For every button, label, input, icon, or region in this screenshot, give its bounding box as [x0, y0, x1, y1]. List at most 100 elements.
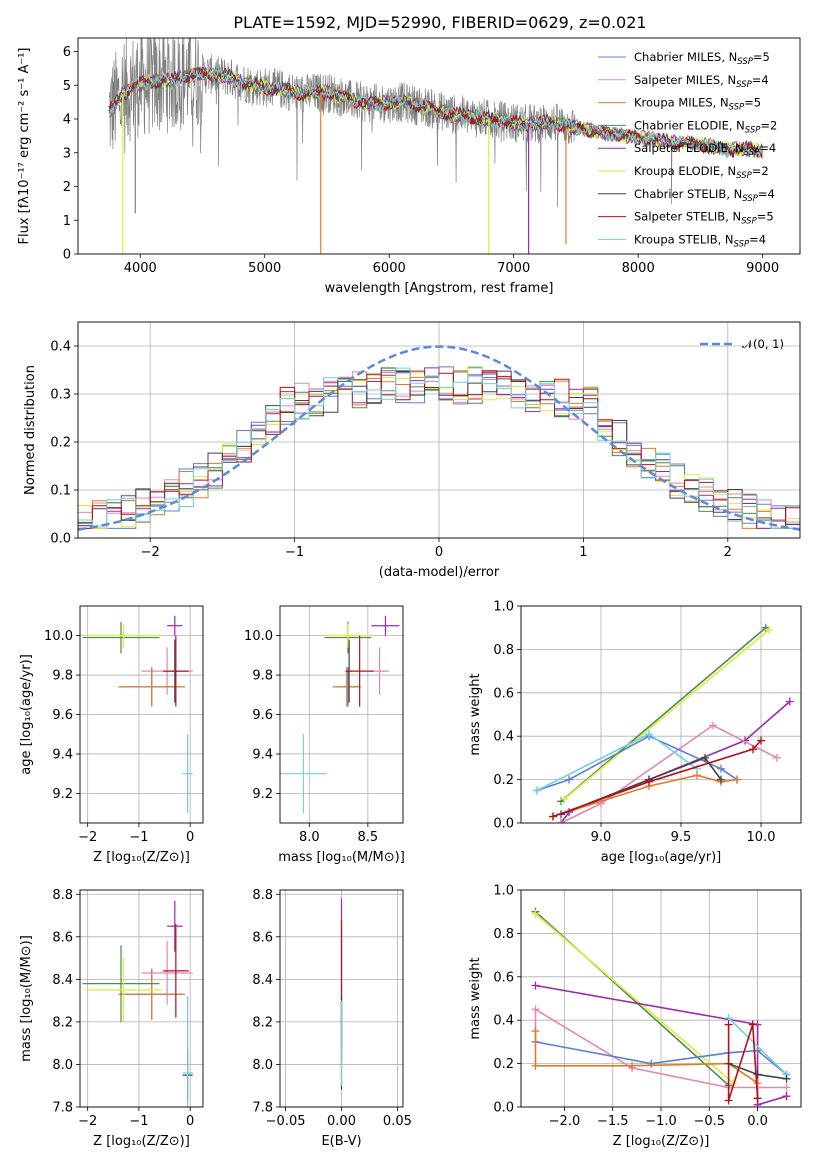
axes-frame — [520, 605, 802, 824]
y-tick-label: 8.0 — [52, 1058, 73, 1073]
y-tick-label: 9.8 — [52, 669, 73, 684]
y-tick-label: 10.0 — [44, 629, 73, 644]
panel-weight_vs_Z: −2.0 −1.5 −1.0 −0.5 0.0 0.0 0.2 0.4 0.6 0.8 1.0 Z [… — [468, 884, 802, 1149]
series-marker — [785, 697, 794, 706]
y-tick-label: 9.8 — [252, 669, 273, 684]
plot-area — [280, 615, 400, 814]
series-marker — [645, 730, 653, 739]
legend-entry-label: Chabrier MILES, N — [634, 50, 737, 64]
y-tick-label: 9.4 — [252, 747, 273, 762]
legend-entry: Chabrier MILES, NSSP=5 — [634, 50, 770, 67]
series-marker — [765, 625, 773, 634]
y-tick-label: 1.0 — [493, 600, 514, 615]
series-marker — [753, 1094, 762, 1103]
x-tick-label: −1.5 — [597, 1114, 629, 1129]
y-tick-label: 0.4 — [50, 340, 71, 355]
series-marker — [557, 819, 565, 823]
axes-frame — [79, 889, 204, 1108]
x-tick-label: 9000 — [746, 261, 779, 276]
series-marker — [647, 1059, 656, 1068]
series-line — [560, 700, 791, 823]
series-marker — [749, 745, 757, 754]
data-point — [324, 623, 372, 648]
data-point — [332, 667, 361, 707]
y-tick-label: 0.4 — [493, 1014, 514, 1029]
series-marker — [757, 736, 765, 745]
y-tick-label: 0.1 — [50, 484, 71, 499]
series-line — [728, 1017, 788, 1076]
plot-area — [108, 38, 764, 254]
y-axis-label: mass weight — [468, 673, 483, 755]
y-tick-label: 0.0 — [50, 532, 71, 547]
legend-entry-label: Salpeter ELODIE, N — [634, 141, 744, 155]
y-axis-label: age [log₁₀(age/yr)] — [19, 654, 34, 775]
x-axis-label: (data-model)/error — [379, 565, 500, 580]
histogram-step — [78, 366, 800, 529]
series-marker — [717, 764, 725, 773]
legend-entry-sub: SSP — [742, 194, 758, 204]
data-point — [163, 635, 189, 707]
y-tick-label: 0.8 — [493, 643, 514, 658]
gridlines — [280, 606, 403, 823]
y-tick-label: 8.8 — [52, 888, 73, 903]
legend-entry: Salpeter ELODIE, NSSP=4 — [634, 141, 776, 158]
y-tick-label: 8.4 — [52, 973, 73, 988]
series-marker — [628, 1061, 637, 1070]
legend-entry-sub: SSP — [736, 171, 752, 181]
legend-entry-value: =4 — [752, 73, 769, 87]
legend-entry: Salpeter STELIB, NSSP=5 — [634, 210, 774, 227]
x-tick-label: 2 — [724, 545, 732, 560]
series-marker — [531, 909, 540, 918]
legend-entry-value: =5 — [744, 96, 761, 110]
y-tick-label: 0.8 — [493, 927, 514, 942]
y-tick-label: 9.6 — [252, 708, 273, 723]
gridlines — [80, 890, 203, 1108]
x-tick-label: −0.05 — [266, 1114, 306, 1129]
y-tick-label: 8.0 — [252, 1058, 273, 1073]
axes-frame — [279, 889, 404, 1108]
x-tick-label: 0.05 — [383, 1114, 412, 1129]
legend-entry-value: =5 — [753, 50, 770, 64]
y-tick-label: 8.6 — [52, 930, 73, 945]
y-tick-label: 3 — [63, 146, 71, 161]
series-line — [727, 1024, 759, 1101]
legend-entry-sub: SSP — [741, 217, 757, 227]
legend-entry-sub: SSP — [745, 125, 761, 135]
x-tick-label: −1 — [129, 830, 148, 845]
y-tick-label: 0.2 — [493, 1057, 514, 1072]
y-tick-label: 5 — [63, 79, 71, 94]
y-tick-label: 9.2 — [252, 787, 273, 802]
x-tick-label: 9.0 — [591, 830, 612, 845]
legend-entry-label: Kroupa MILES, N — [634, 96, 729, 110]
series-marker — [782, 1074, 791, 1083]
series — [531, 981, 791, 1107]
x-tick-label: −2.0 — [549, 1114, 581, 1129]
series-marker — [531, 1027, 540, 1036]
series — [724, 1020, 762, 1105]
y-tick-label: 8.2 — [252, 1015, 273, 1030]
legend-entry-value: =2 — [760, 118, 777, 132]
x-tick-label: 1 — [579, 545, 587, 560]
legend-entry: Kroupa MILES, NSSP=5 — [634, 96, 761, 113]
x-tick-label: −2 — [78, 830, 97, 845]
series-marker — [782, 1092, 791, 1101]
legend-entry-value: =4 — [758, 187, 775, 201]
axes-frame — [279, 605, 404, 824]
series-marker — [533, 786, 541, 795]
y-tick-label: 9.2 — [52, 787, 73, 802]
plot-area — [82, 900, 193, 1107]
x-tick-label: 0 — [186, 830, 194, 845]
x-tick-label: 8000 — [622, 261, 655, 276]
y-tick-label: 9.4 — [52, 747, 73, 762]
panel-age_vs_mass: 8.0 8.5 9.2 9.4 9.6 9.8 10.0 mass [log₁₀(M/M⊙)] — [244, 605, 405, 865]
y-tick-label: 6 — [63, 45, 71, 60]
axes-frame — [520, 889, 802, 1108]
series-line — [535, 984, 787, 1106]
data-point — [182, 996, 193, 1107]
legend-entry: 𝒩(0, 1) — [742, 337, 784, 351]
y-tick-label: 1 — [63, 214, 71, 229]
model-line — [108, 67, 763, 159]
plot-area — [82, 615, 193, 814]
series-marker — [773, 753, 781, 762]
series-marker — [565, 775, 573, 784]
